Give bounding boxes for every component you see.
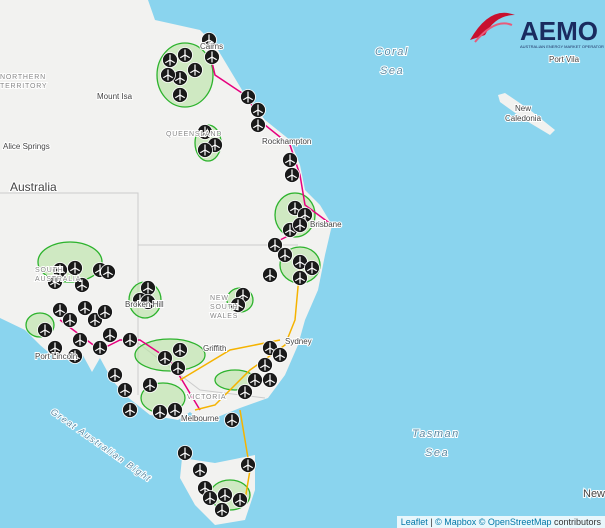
generator-icon[interactable] <box>202 490 218 506</box>
generator-icon[interactable] <box>224 412 240 428</box>
generator-icon[interactable] <box>247 372 263 388</box>
generator-icon[interactable] <box>117 382 133 398</box>
place-label: NORTHERN <box>0 74 46 81</box>
place-label: Griffith <box>203 344 226 353</box>
generator-icon[interactable] <box>172 342 188 358</box>
generator-icon[interactable] <box>170 360 186 376</box>
generator-icon[interactable] <box>177 47 193 63</box>
logo-name: AEMO <box>520 16 598 46</box>
place-label: WALES <box>210 313 238 320</box>
generator-icon[interactable] <box>160 67 176 83</box>
place-label: VICTORIA <box>187 394 226 401</box>
generator-icon[interactable] <box>232 492 248 508</box>
place-label: Caledonia <box>505 114 542 123</box>
generator-icon[interactable] <box>257 357 273 373</box>
generator-icon[interactable] <box>284 167 300 183</box>
place-label: SOUTH <box>35 267 64 274</box>
generator-icon[interactable] <box>107 367 123 383</box>
place-label: Australia <box>10 180 57 194</box>
generator-icon[interactable] <box>92 340 108 356</box>
place-label: New <box>515 104 531 113</box>
place-label: Rockhampton <box>262 137 311 146</box>
place-label: Cairns <box>200 42 223 51</box>
generator-icon[interactable] <box>157 350 173 366</box>
place-label: Sea <box>425 447 449 459</box>
generator-icon[interactable] <box>304 260 320 276</box>
place-label: Coral <box>375 46 409 58</box>
generator-icon[interactable] <box>172 87 188 103</box>
contributors: contributors <box>553 517 601 527</box>
leaflet-link[interactable]: Leaflet <box>400 517 428 527</box>
place-label: Port Vila <box>549 55 580 64</box>
generator-icon[interactable] <box>97 304 113 320</box>
place-label: New <box>583 488 605 500</box>
generator-icon[interactable] <box>100 264 116 280</box>
place-label: Broken Hill <box>125 300 164 309</box>
generator-icon[interactable] <box>77 300 93 316</box>
generator-icon[interactable] <box>162 52 178 68</box>
generator-icon[interactable] <box>102 327 118 343</box>
place-label: Sea <box>380 65 404 77</box>
generator-icon[interactable] <box>142 377 158 393</box>
generator-icon[interactable] <box>262 267 278 283</box>
attribution: Leaflet | © Mapbox © OpenStreetMap contr… <box>396 516 605 528</box>
generator-icon[interactable] <box>187 62 203 78</box>
place-label: Brisbane <box>310 220 342 229</box>
generator-icon[interactable] <box>217 487 233 503</box>
generator-icon[interactable] <box>37 322 53 338</box>
generator-icon[interactable] <box>262 372 278 388</box>
generator-icon[interactable] <box>72 332 88 348</box>
place-label: Sydney <box>285 337 312 346</box>
place-label: AUSTRALIA <box>35 276 81 283</box>
generator-icon[interactable] <box>292 217 308 233</box>
place-label: Mount Isa <box>97 92 133 101</box>
generator-icon[interactable] <box>192 462 208 478</box>
generator-icon[interactable] <box>272 347 288 363</box>
generator-icon[interactable] <box>240 457 256 473</box>
place-label: QUEENSLAND <box>166 131 222 138</box>
generator-icon[interactable] <box>152 404 168 420</box>
place-label: TERRITORY <box>0 83 47 90</box>
generator-icon[interactable] <box>282 152 298 168</box>
place-label: SOUTH <box>210 304 239 311</box>
logo: AEMO AUSTRALIAN ENERGY MARKET OPERATOR <box>470 12 604 49</box>
separator: | <box>430 517 433 527</box>
generator-icon[interactable] <box>240 89 256 105</box>
generator-icon[interactable] <box>122 332 138 348</box>
generator-icon[interactable] <box>197 142 213 158</box>
generator-icon[interactable] <box>62 312 78 328</box>
generator-icon[interactable] <box>237 384 253 400</box>
generator-icon[interactable] <box>214 502 230 518</box>
place-label: Tasman <box>412 428 460 440</box>
generator-icon[interactable] <box>204 49 220 65</box>
new-caledonia <box>498 93 555 135</box>
place-label: Alice Springs <box>3 142 50 151</box>
mapbox-link[interactable]: © Mapbox <box>435 517 477 527</box>
generator-icon[interactable] <box>250 102 266 118</box>
osm-link[interactable]: © OpenStreetMap <box>478 517 552 527</box>
logo-tagline: AUSTRALIAN ENERGY MARKET OPERATOR <box>520 44 604 49</box>
generator-icon[interactable] <box>292 270 308 286</box>
generator-icon[interactable] <box>122 402 138 418</box>
place-label: Melbourne <box>181 414 219 423</box>
place-label: Port Lincoln <box>35 352 77 361</box>
generator-icon[interactable] <box>67 260 83 276</box>
generator-icon[interactable] <box>250 117 266 133</box>
generator-icon[interactable] <box>277 247 293 263</box>
place-label: NEW <box>210 295 229 302</box>
generator-icon[interactable] <box>177 445 193 461</box>
